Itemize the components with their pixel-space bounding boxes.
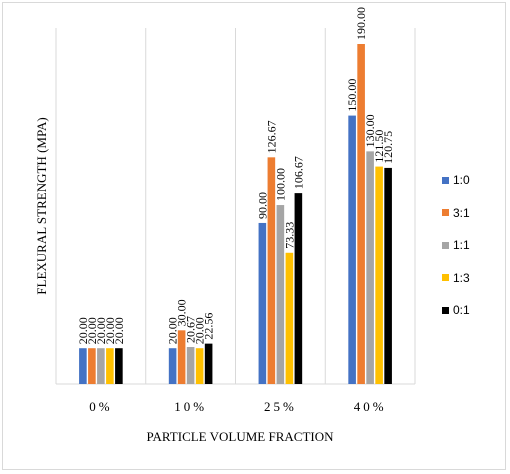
data-label: 106.67	[291, 156, 305, 189]
x-tick-label: 25%	[264, 399, 297, 414]
bar-1-0-25pct	[258, 222, 267, 384]
bar-1-3-40pct	[375, 166, 383, 384]
data-label: 90.00	[255, 192, 269, 219]
legend-item: 3:1	[442, 197, 470, 230]
data-label: 120.75	[381, 131, 395, 164]
x-axis-title: PARTICLE VOLUME FRACTION	[146, 429, 334, 444]
legend-swatch	[442, 274, 449, 282]
bar-3-1-0pct	[88, 348, 96, 384]
legend-label: 1:3	[453, 270, 470, 285]
bar-0-1-0pct	[115, 348, 123, 384]
bar-0-1-25pct	[294, 193, 303, 384]
legend-item: 1:3	[442, 262, 470, 295]
legend-swatch	[442, 209, 449, 217]
data-label: 22.56	[202, 313, 216, 340]
data-label: 20.00	[193, 317, 207, 344]
bar-1-3-0pct	[106, 348, 114, 384]
data-label: 121.50	[372, 130, 386, 163]
chart-frame	[2, 2, 506, 470]
bar-1-3-25pct	[285, 252, 294, 384]
legend: 1:0 3:1 1:1 1:3 0:1	[442, 164, 470, 327]
legend-item: 1:0	[442, 164, 470, 197]
data-label: 73.33	[282, 222, 296, 249]
data-label: 30.00	[175, 299, 189, 326]
legend-label: 1:0	[453, 173, 470, 188]
y-axis-title: FLEXURAL STRENGTH (MPA)	[34, 117, 49, 294]
bar-0-1-10pct	[204, 343, 213, 384]
bar-1-1-40pct	[366, 151, 374, 384]
legend-item: 1:1	[442, 229, 470, 262]
legend-swatch	[442, 176, 449, 184]
bar-0-1-40pct	[384, 167, 392, 384]
bars	[79, 44, 392, 384]
data-label: 126.67	[264, 120, 278, 153]
data-label: 20.00	[76, 317, 90, 344]
legend-label: 0:1	[453, 303, 470, 318]
bar-1-0-40pct	[348, 115, 356, 384]
bar-1-0-10pct	[168, 348, 177, 384]
legend-label: 1:1	[453, 238, 470, 253]
data-label: 20.00	[94, 317, 108, 344]
data-label: 190.00	[354, 7, 368, 40]
bar-3-1-10pct	[177, 330, 186, 384]
data-label: 20.00	[103, 317, 117, 344]
data-label: 130.00	[363, 114, 377, 147]
data-label: 20.67	[184, 316, 198, 343]
x-tick-label: 0%	[89, 399, 112, 414]
bar-3-1-25pct	[267, 157, 276, 384]
bar-3-1-40pct	[357, 44, 365, 384]
bar-1-1-25pct	[276, 205, 285, 384]
legend-swatch	[442, 306, 449, 314]
bar-1-1-10pct	[186, 347, 195, 384]
bar-1-0-0pct	[79, 348, 87, 384]
legend-label: 3:1	[453, 205, 470, 220]
bar-1-3-10pct	[195, 348, 204, 384]
x-tick-labels: 0% 10% 25% 40%	[89, 399, 387, 414]
x-tick-label: 10%	[174, 399, 207, 414]
data-label: 20.00	[85, 317, 99, 344]
data-label: 20.00	[112, 317, 126, 344]
data-label: 20.00	[166, 317, 180, 344]
data-label: 150.00	[345, 79, 359, 112]
bar-1-1-0pct	[97, 348, 105, 384]
legend-swatch	[442, 241, 449, 249]
x-tick-label: 40%	[354, 399, 387, 414]
data-label: 100.00	[273, 168, 287, 201]
legend-item: 0:1	[442, 294, 470, 327]
